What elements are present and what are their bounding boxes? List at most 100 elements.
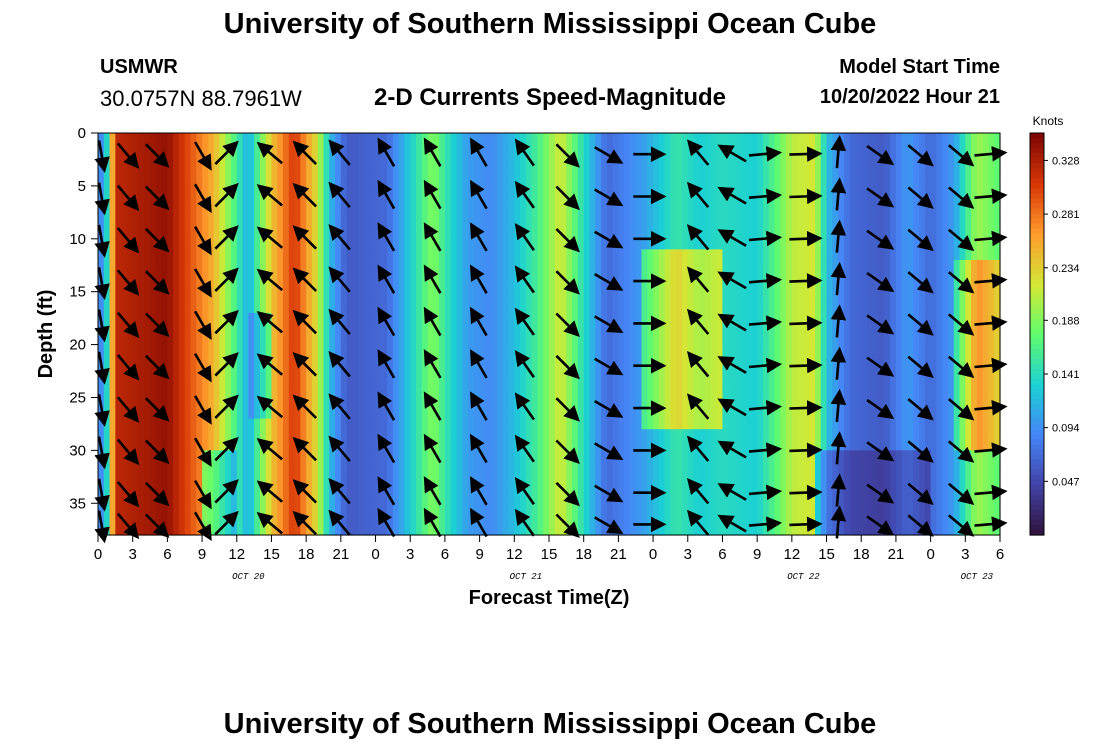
heatmap-cell — [734, 355, 741, 367]
heatmap-cell — [219, 238, 226, 250]
heatmap-cell — [103, 386, 111, 399]
heatmap-cell — [537, 418, 544, 430]
heatmap-cell — [496, 175, 504, 187]
heatmap-cell — [722, 238, 729, 250]
heatmap-cell — [248, 344, 255, 356]
heatmap-cell — [843, 143, 851, 155]
heatmap-cell — [554, 439, 562, 451]
heatmap-cell — [786, 259, 793, 272]
heatmap-cell — [728, 460, 735, 473]
heatmap-cell — [439, 450, 446, 462]
heatmap-cell — [843, 386, 851, 399]
heatmap-cell — [288, 344, 296, 356]
heatmap-cell — [595, 386, 602, 399]
heatmap-cell — [705, 450, 712, 462]
heatmap-cell — [219, 408, 226, 420]
heatmap-cell — [271, 344, 278, 356]
heatmap-cell — [473, 365, 481, 377]
heatmap-cell — [98, 175, 105, 187]
heatmap-cell — [254, 376, 261, 388]
heatmap-cell — [248, 217, 255, 229]
heatmap-cell — [277, 482, 284, 494]
heatmap-cell — [780, 408, 787, 420]
heatmap-cell — [843, 259, 851, 272]
heatmap-cell — [387, 439, 394, 451]
heatmap-cell — [346, 270, 354, 282]
heatmap-cell — [155, 344, 163, 356]
heatmap-cell — [762, 365, 770, 377]
heatmap-cell — [670, 513, 677, 526]
heatmap-cell — [751, 281, 758, 293]
heatmap-cell — [462, 259, 469, 272]
heatmap-cell — [525, 164, 533, 176]
heatmap-cell — [381, 154, 388, 166]
heatmap-cell — [161, 429, 168, 441]
heatmap-cell — [398, 217, 406, 229]
heatmap-cell — [271, 365, 278, 377]
heatmap-cell — [150, 386, 157, 399]
heatmap-cell — [346, 323, 354, 335]
heatmap-cell — [670, 471, 677, 483]
heatmap-cell — [664, 259, 672, 272]
heatmap-cell — [288, 418, 296, 430]
heatmap-cell — [248, 259, 255, 272]
heatmap-cell — [358, 471, 365, 483]
heatmap-cell — [543, 196, 550, 208]
heatmap-cell — [843, 376, 851, 388]
heatmap-cell — [554, 386, 562, 399]
heatmap-cell — [439, 482, 446, 494]
heatmap-cell — [537, 429, 544, 441]
heatmap-cell — [832, 471, 839, 483]
heatmap-cell — [138, 143, 145, 155]
heatmap-cell — [705, 196, 712, 208]
heatmap-cell — [283, 217, 290, 229]
heatmap-cell — [560, 185, 567, 198]
heatmap-cell — [352, 238, 359, 250]
heatmap-cell — [762, 302, 770, 314]
heatmap-cell — [572, 175, 579, 187]
heatmap-cell — [797, 429, 805, 441]
heatmap-cell — [734, 238, 741, 250]
heatmap-cell — [410, 302, 417, 314]
heatmap-cell — [520, 154, 527, 166]
heatmap-cell — [427, 323, 434, 335]
heatmap-cell — [820, 196, 828, 208]
heatmap-cell — [254, 238, 261, 250]
heatmap-cell — [173, 259, 180, 272]
heatmap-cell — [803, 207, 810, 219]
heatmap-cell — [427, 302, 434, 314]
heatmap-cell — [849, 334, 857, 346]
heatmap-cell — [317, 164, 325, 176]
heatmap-cell — [358, 143, 365, 155]
heatmap-cell — [496, 376, 504, 388]
heatmap-cell — [439, 175, 446, 187]
heatmap-cell — [178, 228, 186, 240]
heatmap-cell — [676, 228, 683, 240]
heatmap-cell — [502, 376, 510, 388]
heatmap-cell — [444, 196, 452, 208]
heatmap-cell — [259, 154, 267, 166]
heatmap-cell — [161, 312, 168, 325]
heatmap-cell — [427, 133, 434, 145]
heatmap-cell — [468, 365, 475, 377]
heatmap-cell — [369, 365, 377, 377]
heatmap-cell — [207, 429, 215, 441]
heatmap-cell — [485, 143, 492, 155]
heatmap-cell — [283, 492, 290, 504]
heatmap-cell — [496, 397, 504, 409]
heatmap-cell — [173, 238, 180, 250]
heatmap-cell — [404, 439, 411, 451]
heatmap-cell — [751, 408, 758, 420]
heatmap-cell — [531, 386, 539, 399]
heatmap-cell — [184, 302, 192, 314]
heatmap-cell — [849, 281, 857, 293]
heatmap-cell — [589, 164, 596, 176]
heatmap-cell — [173, 143, 180, 155]
heatmap-cell — [150, 492, 157, 504]
heatmap-cell — [115, 291, 122, 303]
heatmap-cell — [150, 154, 157, 166]
heatmap-cell — [589, 376, 596, 388]
heatmap-cell — [479, 228, 486, 240]
heatmap-cell — [306, 133, 313, 145]
heatmap-cell — [259, 259, 267, 272]
